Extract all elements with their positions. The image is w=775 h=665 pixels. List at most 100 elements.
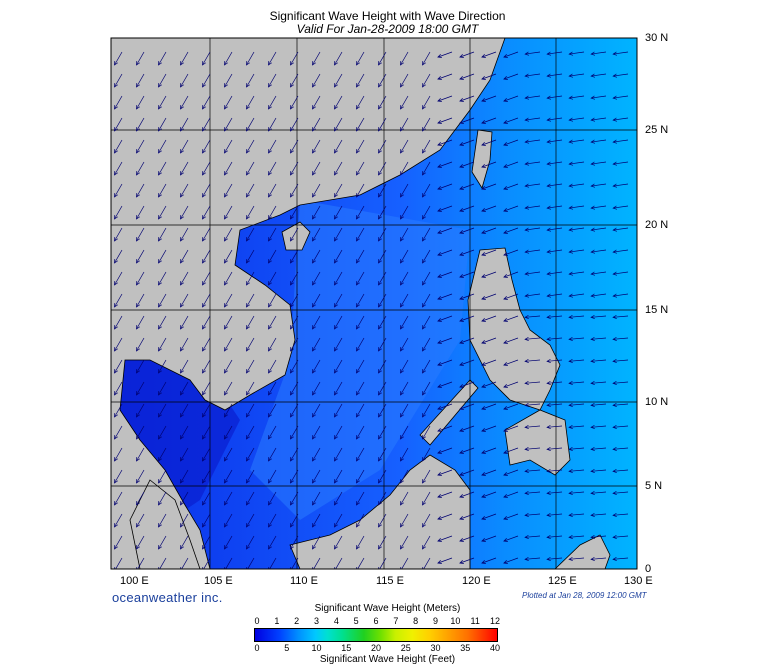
wave-arrow-head xyxy=(459,318,464,322)
wave-arrow-head xyxy=(290,500,295,506)
wave-arrow-head xyxy=(334,346,339,352)
wave-arrow-head xyxy=(378,60,383,66)
wave-arrow-head xyxy=(246,258,251,264)
wave-arrow xyxy=(334,403,343,418)
wave-arrow-head xyxy=(180,324,185,330)
wave-arrow xyxy=(481,161,497,168)
wave-arrow-head xyxy=(158,192,163,198)
wave-arrow-head xyxy=(268,170,273,176)
wave-arrow xyxy=(246,491,255,506)
wave-arrow xyxy=(114,447,123,462)
wave-arrow-head xyxy=(481,252,486,256)
wave-arrow xyxy=(422,117,431,132)
wave-arrow-head xyxy=(459,494,464,498)
wave-arrow-head xyxy=(158,478,163,484)
wave-arrow-head xyxy=(481,494,486,498)
wave-arrow xyxy=(481,557,497,564)
wave-arrow-head xyxy=(590,139,596,144)
lon-label: 120 E xyxy=(462,575,491,587)
wave-arrow xyxy=(180,139,189,154)
wave-arrow-head xyxy=(290,126,295,132)
wave-arrow xyxy=(547,337,563,340)
wave-arrow-head xyxy=(136,170,141,176)
wave-arrow xyxy=(481,315,497,322)
wave-arrow-head xyxy=(356,368,361,374)
wave-arrow-head xyxy=(590,380,595,386)
wave-arrow xyxy=(246,95,255,110)
wave-arrow-head xyxy=(180,302,185,308)
wave-arrow xyxy=(503,183,519,190)
wave-arrow-head xyxy=(546,51,552,56)
wave-arrow-head xyxy=(524,249,530,254)
wave-arrow xyxy=(356,491,365,506)
wave-arrow xyxy=(547,557,563,560)
wave-arrow-head xyxy=(136,434,141,440)
wave-arrow xyxy=(356,425,365,440)
wave-arrow xyxy=(400,73,409,88)
wave-arrow xyxy=(158,403,167,418)
wave-arrow-head xyxy=(503,76,508,80)
wave-arrow xyxy=(569,183,585,187)
wave-arrow xyxy=(180,535,189,550)
wave-arrow-head xyxy=(202,566,206,569)
wave-arrow-head xyxy=(180,126,185,132)
wave-arrow-head xyxy=(400,412,405,418)
wave-arrow xyxy=(591,381,607,384)
wave-arrow xyxy=(246,117,255,132)
wave-arrow xyxy=(503,51,519,58)
wave-arrow xyxy=(158,447,167,462)
wave-arrow xyxy=(422,139,431,154)
wave-arrow-head xyxy=(400,522,405,528)
wave-arrow-head xyxy=(503,384,508,388)
wave-arrow xyxy=(591,337,607,340)
wave-arrow-head xyxy=(290,60,295,66)
wave-arrow xyxy=(400,205,409,220)
wave-arrow-head xyxy=(224,390,229,396)
wave-arrow xyxy=(334,227,343,242)
wave-arrow-head xyxy=(158,104,163,110)
wave-arrow xyxy=(591,51,607,55)
wave-arrow xyxy=(246,227,255,242)
wave-arrow-head xyxy=(459,538,464,542)
wave-arrow-head xyxy=(356,192,361,198)
wave-arrow-head xyxy=(334,522,339,528)
wave-arrow xyxy=(459,381,475,388)
wave-arrow xyxy=(268,117,277,132)
wave-arrow xyxy=(459,337,475,344)
wave-arrow-head xyxy=(356,236,361,242)
wave-arrow-head xyxy=(136,522,141,528)
wave-arrow-head xyxy=(422,104,427,110)
wave-arrow xyxy=(481,205,497,212)
wave-arrow xyxy=(400,381,409,396)
wave-arrow xyxy=(547,381,563,384)
wave-arrow-head xyxy=(224,456,229,462)
wave-arrow xyxy=(114,359,123,374)
wave-arrow-head xyxy=(136,104,141,110)
wave-arrow xyxy=(613,381,629,384)
wave-arrow-head xyxy=(568,336,573,342)
wave-arrow xyxy=(158,183,167,198)
wave-arrow-head xyxy=(437,274,442,278)
wave-arrow-head xyxy=(546,402,551,408)
wave-arrow-head xyxy=(524,73,530,78)
land-taiwan xyxy=(471,129,493,189)
wave-arrow xyxy=(158,425,167,440)
wave-arrow-head xyxy=(378,324,383,330)
wave-arrow xyxy=(525,381,541,384)
wave-arrow xyxy=(202,447,211,462)
wave-arrow-head xyxy=(136,82,141,88)
wave-arrow-head xyxy=(180,214,185,220)
wave-arrow xyxy=(437,359,453,366)
wave-arrow xyxy=(180,359,189,374)
wave-arrow-head xyxy=(290,522,295,528)
wave-arrow-head xyxy=(136,456,141,462)
wave-arrow xyxy=(202,513,211,528)
wave-arrow xyxy=(422,249,431,264)
wave-arrow xyxy=(613,425,629,428)
wave-arrow xyxy=(613,293,629,297)
lon-label: 125 E xyxy=(548,575,577,587)
wave-arrow xyxy=(136,447,145,462)
wave-arrow xyxy=(481,425,497,432)
wave-arrow-head xyxy=(114,104,119,110)
wave-arrow xyxy=(459,513,475,520)
